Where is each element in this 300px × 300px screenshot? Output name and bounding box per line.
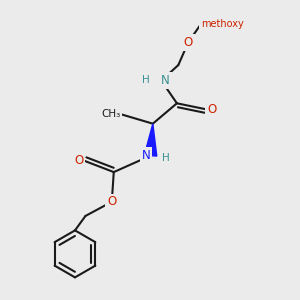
Text: H: H	[142, 75, 150, 85]
Text: O: O	[107, 195, 116, 208]
Text: N: N	[142, 149, 151, 162]
Text: O: O	[207, 103, 216, 116]
Text: O: O	[74, 154, 83, 167]
Text: N: N	[161, 74, 170, 87]
Text: CH₃: CH₃	[101, 109, 120, 119]
Polygon shape	[144, 124, 157, 156]
Text: O: O	[184, 36, 193, 49]
Text: methoxy: methoxy	[201, 19, 244, 29]
Text: H: H	[162, 154, 170, 164]
